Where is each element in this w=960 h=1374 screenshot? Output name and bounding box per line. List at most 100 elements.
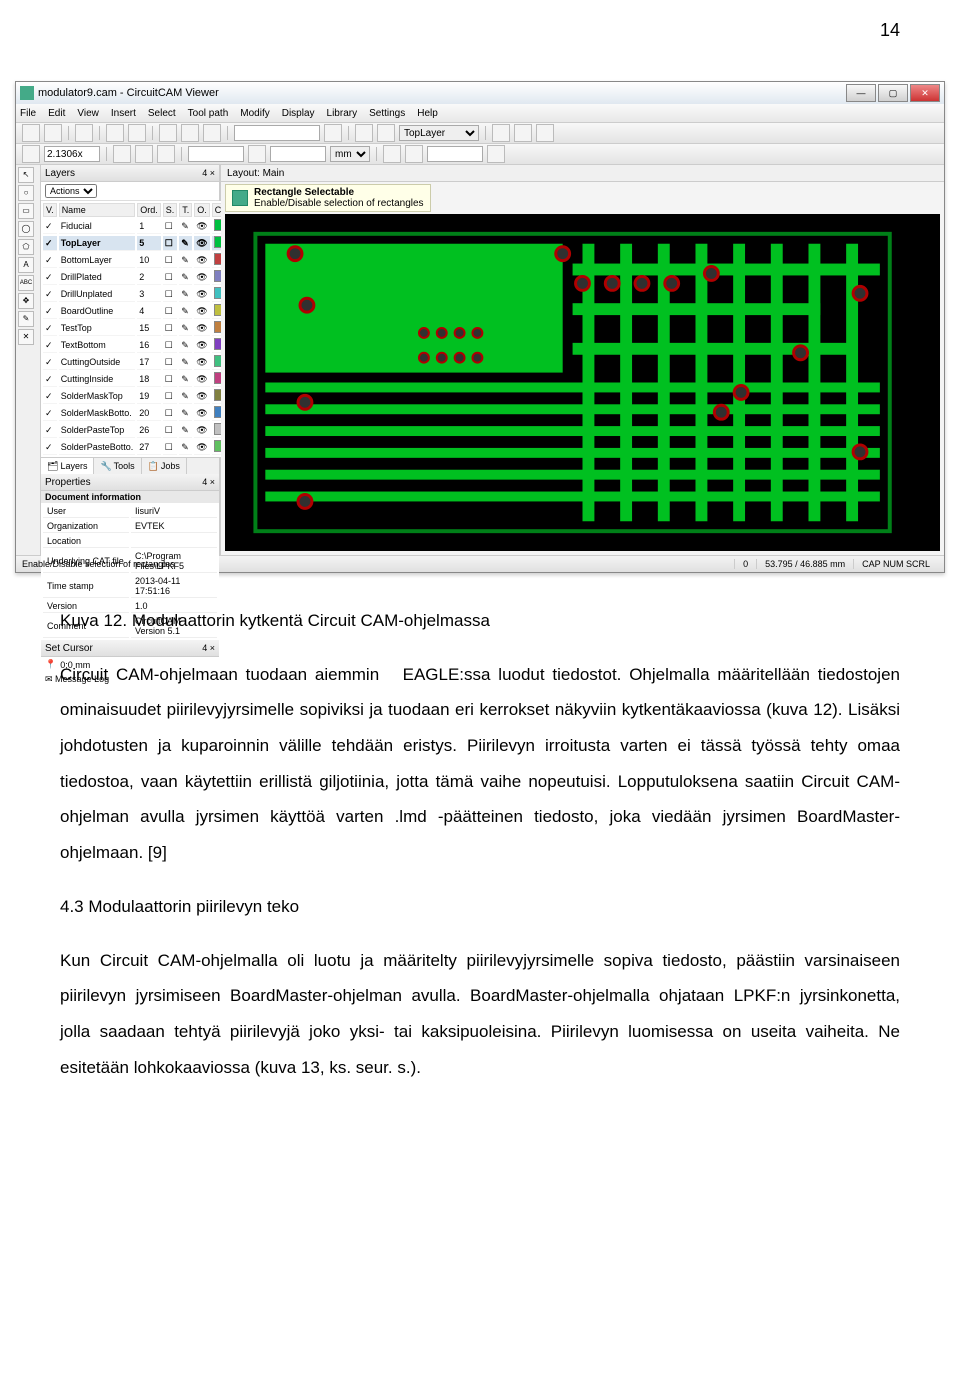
copy-icon[interactable] bbox=[181, 124, 199, 142]
move-icon[interactable]: ✥ bbox=[18, 293, 34, 309]
toolbar-1: TopLayer bbox=[16, 123, 944, 144]
mirror-icon[interactable] bbox=[383, 145, 401, 163]
width-input[interactable] bbox=[188, 146, 244, 162]
left-toolbar: ↖ ○ ▭ ◯ ⬠ A ABC ✥ ✎ ✕ bbox=[16, 165, 41, 555]
redo-icon[interactable] bbox=[128, 124, 146, 142]
menu-view[interactable]: View bbox=[77, 108, 99, 119]
pcb-canvas[interactable] bbox=[225, 214, 940, 551]
layers-title: Layers bbox=[45, 168, 75, 179]
grid-icon[interactable] bbox=[355, 124, 373, 142]
property-row: OrganizationEVTEK bbox=[43, 520, 217, 533]
snap-icon[interactable] bbox=[377, 124, 395, 142]
pcb-layout bbox=[225, 214, 940, 551]
status-caps: CAP NUM SCRL bbox=[853, 559, 938, 569]
poly-select-icon[interactable] bbox=[157, 145, 175, 163]
menu-toolpath[interactable]: Tool path bbox=[188, 108, 229, 119]
tab-tools[interactable]: 🔧Tools bbox=[94, 458, 141, 474]
paste-icon[interactable] bbox=[203, 124, 221, 142]
layer-select[interactable]: TopLayer bbox=[399, 125, 479, 141]
layer-row[interactable]: ✓CuttingInside18☐✎👁 bbox=[43, 372, 228, 387]
layout-header: Layout: Main bbox=[221, 165, 944, 182]
layer-row[interactable]: ✓SolderPasteBotto.27☐✎👁 bbox=[43, 440, 228, 455]
arrow-icon[interactable]: ↖ bbox=[18, 167, 34, 183]
rect-select-icon[interactable] bbox=[135, 145, 153, 163]
select-icon[interactable] bbox=[113, 145, 131, 163]
app-window: modulator9.cam - CircuitCAM Viewer — ▢ ✕… bbox=[15, 81, 945, 573]
status-count: 0 bbox=[734, 559, 756, 569]
open-icon[interactable] bbox=[22, 124, 40, 142]
paragraph-1: Circuit CAM-ohjelmaan tuodaan aiemmin EA… bbox=[60, 657, 900, 871]
menu-display[interactable]: Display bbox=[282, 108, 315, 119]
layers-table[interactable]: V.NameOrd.S.T.O.C. ✓Fiducial1☐✎👁✓TopLaye… bbox=[41, 201, 230, 457]
layer-row[interactable]: ✓TextBottom16☐✎👁 bbox=[43, 338, 228, 353]
rotate-icon[interactable] bbox=[405, 145, 423, 163]
zoom-icon[interactable] bbox=[514, 124, 532, 142]
layer-row[interactable]: ✓BoardOutline4☐✎👁 bbox=[43, 304, 228, 319]
layer-row[interactable]: ✓DrillPlated2☐✎👁 bbox=[43, 270, 228, 285]
cursor-close-icon[interactable]: 4 × bbox=[202, 643, 215, 653]
tab-layers[interactable]: 🗂Layers bbox=[41, 458, 94, 474]
menu-file[interactable]: File bbox=[20, 108, 36, 119]
layer-row[interactable]: ✓TestTop15☐✎👁 bbox=[43, 321, 228, 336]
layer-row[interactable]: ✓DrillUnplated3☐✎👁 bbox=[43, 287, 228, 302]
line-icon[interactable] bbox=[248, 145, 266, 163]
layer-row[interactable]: ✓CuttingOutside17☐✎👁 bbox=[43, 355, 228, 370]
layer-row[interactable]: ✓Fiducial1☐✎👁 bbox=[43, 219, 228, 234]
delete-icon[interactable]: ✕ bbox=[18, 329, 34, 345]
height-input[interactable] bbox=[270, 146, 326, 162]
poly-icon[interactable]: ⬠ bbox=[18, 239, 34, 255]
property-row: Location bbox=[43, 535, 217, 548]
layer-row[interactable]: ✓TopLayer5☐✎👁 bbox=[43, 236, 228, 251]
cut-icon[interactable] bbox=[159, 124, 177, 142]
edit-icon[interactable]: ✎ bbox=[18, 311, 34, 327]
save-icon[interactable] bbox=[44, 124, 62, 142]
titlebar[interactable]: modulator9.cam - CircuitCAM Viewer — ▢ ✕ bbox=[16, 82, 944, 104]
menu-edit[interactable]: Edit bbox=[48, 108, 65, 119]
menu-help[interactable]: Help bbox=[417, 108, 438, 119]
undo-icon[interactable] bbox=[106, 124, 124, 142]
property-row: Time stamp2013-04-11 17:51:16 bbox=[43, 575, 217, 598]
zoom-input[interactable] bbox=[44, 146, 100, 162]
props-section: Document information bbox=[41, 491, 219, 503]
section-heading: 4.3 Modulaattorin piirilevyn teko bbox=[60, 889, 900, 925]
unit-select[interactable]: mm bbox=[330, 146, 370, 162]
circle-icon[interactable]: ◯ bbox=[18, 221, 34, 237]
maximize-button[interactable]: ▢ bbox=[878, 84, 908, 102]
layer-row[interactable]: ✓SolderMaskTop19☐✎👁 bbox=[43, 389, 228, 404]
layer-row[interactable]: ✓SolderMaskBotto.20☐✎👁 bbox=[43, 406, 228, 421]
abc-icon[interactable]: ABC bbox=[18, 275, 34, 291]
tab-jobs[interactable]: 📋Jobs bbox=[142, 458, 187, 474]
layers-close-icon[interactable]: 4 × bbox=[202, 168, 215, 178]
menu-modify[interactable]: Modify bbox=[240, 108, 269, 119]
shape-icon[interactable]: ○ bbox=[18, 185, 34, 201]
menu-insert[interactable]: Insert bbox=[111, 108, 136, 119]
props-title: Properties bbox=[45, 477, 91, 488]
props-close-icon[interactable]: 4 × bbox=[202, 477, 215, 487]
menu-library[interactable]: Library bbox=[327, 108, 358, 119]
text-a-icon[interactable]: A bbox=[18, 257, 34, 273]
layer-row[interactable]: ✓BottomLayer10☐✎👁 bbox=[43, 253, 228, 268]
print-icon[interactable] bbox=[75, 124, 93, 142]
close-button[interactable]: ✕ bbox=[910, 84, 940, 102]
paragraph-2: Kun Circuit CAM-ohjelmalla oli luotu ja … bbox=[60, 943, 900, 1086]
rect-icon[interactable]: ▭ bbox=[18, 203, 34, 219]
tooltip: Rectangle Selectable Enable/Disable sele… bbox=[225, 184, 431, 212]
minimize-button[interactable]: — bbox=[846, 84, 876, 102]
layer-row[interactable]: ✓SolderPasteTop26☐✎👁 bbox=[43, 423, 228, 438]
measure-icon[interactable] bbox=[492, 124, 510, 142]
apply-icon[interactable] bbox=[487, 145, 505, 163]
tooltip-title: Rectangle Selectable bbox=[254, 187, 424, 198]
tooltip-sub: Enable/Disable selection of rectangles bbox=[254, 198, 424, 209]
zoom-fit-icon[interactable] bbox=[22, 145, 40, 163]
window-title: modulator9.cam - CircuitCAM Viewer bbox=[38, 87, 846, 99]
coord-input[interactable] bbox=[234, 125, 320, 141]
cursor-set-icon[interactable]: 📍 bbox=[45, 659, 56, 670]
actions-select[interactable]: Actions bbox=[45, 184, 97, 198]
goto-icon[interactable] bbox=[324, 124, 342, 142]
pan-icon[interactable] bbox=[536, 124, 554, 142]
menu-settings[interactable]: Settings bbox=[369, 108, 405, 119]
menu-select[interactable]: Select bbox=[148, 108, 176, 119]
angle-input[interactable] bbox=[427, 146, 483, 162]
status-coord: 53.795 / 46.885 mm bbox=[756, 559, 853, 569]
cursor-title: Set Cursor bbox=[45, 643, 93, 654]
